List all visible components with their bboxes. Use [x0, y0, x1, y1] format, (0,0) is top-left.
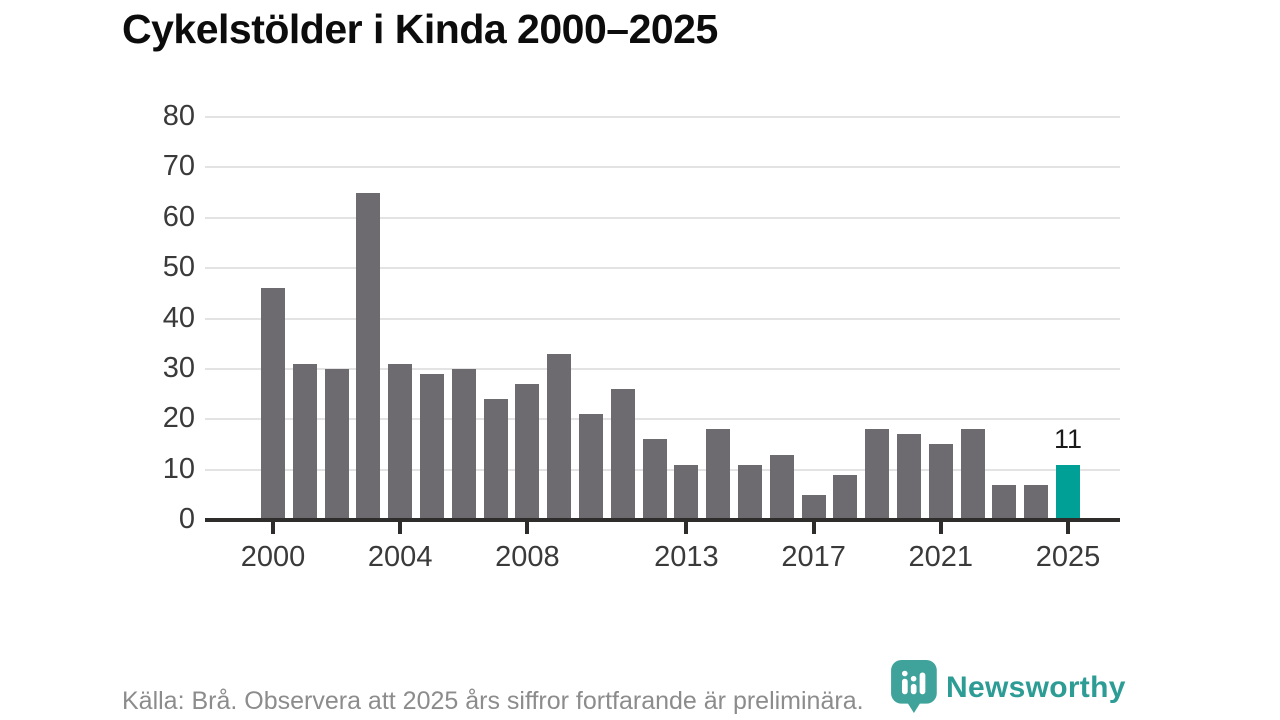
- y-tick-label: 0: [178, 503, 195, 535]
- bar: [674, 464, 699, 520]
- x-axis-tick: [684, 522, 689, 534]
- source-note: Källa: Brå. Observera att 2025 års siffr…: [122, 687, 864, 715]
- bar: [356, 192, 381, 520]
- y-tick-label: 50: [162, 251, 195, 284]
- x-axis-tick: [811, 522, 816, 534]
- bar: [897, 434, 921, 520]
- bar: [960, 429, 985, 520]
- x-axis-tick: [525, 522, 530, 534]
- x-axis-line: [205, 518, 1120, 522]
- gridline: [205, 367, 1120, 370]
- bar: [483, 399, 508, 520]
- bar: [801, 494, 826, 520]
- bar: [1024, 484, 1049, 520]
- x-tick-label: 2000: [240, 541, 306, 573]
- bar: [420, 373, 444, 520]
- gridline: [205, 216, 1120, 219]
- bar: [610, 389, 635, 520]
- bar: [992, 484, 1017, 520]
- bar: [642, 439, 667, 520]
- bar: [324, 368, 349, 520]
- y-tick-label: 20: [162, 402, 195, 435]
- bar: [451, 368, 476, 520]
- y-tick-label: 30: [162, 351, 195, 384]
- y-tick-label: 60: [162, 200, 195, 233]
- brand: Newsworthy: [891, 660, 1126, 714]
- highlight-value-label: 11: [1053, 423, 1083, 454]
- x-tick-label: 2013: [654, 541, 719, 573]
- y-tick-label: 80: [162, 100, 195, 132]
- bar: [738, 464, 762, 520]
- y-tick-label: 10: [162, 452, 195, 485]
- bar: [706, 429, 731, 520]
- gridline: [205, 317, 1120, 320]
- plot-area: 2000 2004 2008 2013 2017 2021 2025 11: [205, 116, 1120, 573]
- newsworthy-logo-icon: [891, 660, 937, 713]
- x-axis-tick: [1066, 522, 1070, 534]
- gridline: [205, 116, 1120, 118]
- x-axis-tick: [271, 522, 275, 534]
- x-tick-label: 2017: [781, 541, 846, 573]
- bar: [388, 363, 413, 520]
- bar: [928, 444, 953, 520]
- brand-wordmark: Newsworthy: [946, 671, 1126, 704]
- bar: [547, 353, 572, 520]
- x-axis-tick: [938, 522, 943, 534]
- y-axis-labels: 0 10 20 30 40 50 60 70 80: [75, 100, 195, 535]
- bar: [865, 429, 890, 520]
- bar: [292, 363, 317, 520]
- chart-title: Cykelstölder i Kinda 2000–2025: [122, 6, 718, 52]
- y-tick-label: 40: [162, 301, 195, 334]
- y-tick-label: 70: [162, 150, 195, 183]
- gridline: [205, 267, 1120, 270]
- bar: [261, 288, 285, 520]
- bar: [515, 384, 540, 520]
- bar: [579, 414, 603, 520]
- gridline: [205, 166, 1120, 169]
- x-axis-tick: [398, 522, 403, 534]
- x-tick-label: 2004: [367, 541, 433, 573]
- bar: [833, 474, 858, 520]
- bar-highlighted: [1056, 464, 1080, 520]
- x-tick-label: 2021: [908, 541, 974, 573]
- x-tick-label: 2008: [495, 541, 560, 573]
- x-tick-label: 2025: [1035, 541, 1101, 573]
- gridline: [205, 418, 1120, 421]
- bar: [769, 454, 794, 520]
